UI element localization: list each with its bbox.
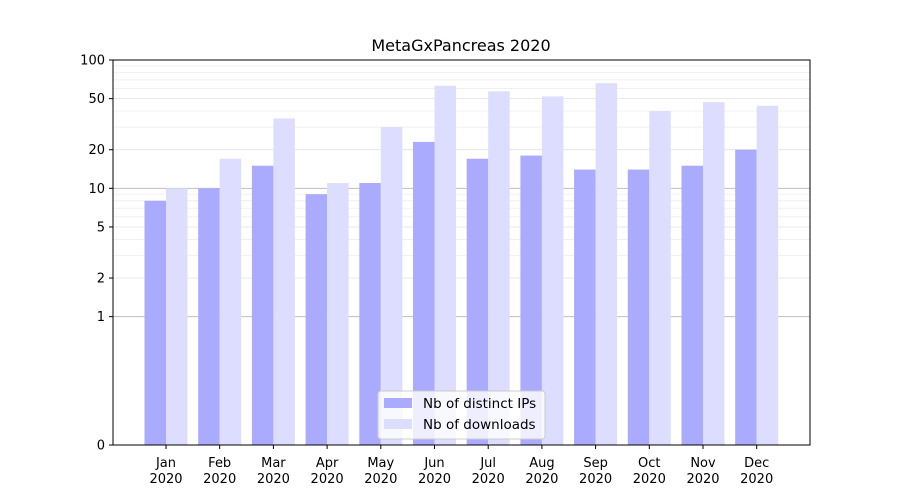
y-tick-label: 50 (88, 92, 105, 107)
x-tick-label-month: Jul (479, 456, 496, 471)
bar-downloads (703, 102, 725, 445)
bar-downloads (595, 83, 618, 445)
x-tick-label-month: Nov (690, 456, 716, 471)
x-tick-label-year: 2020 (579, 472, 612, 487)
x-tick-label-month: Sep (583, 456, 608, 471)
x-tick-label-year: 2020 (418, 472, 451, 487)
bar-distinct-ips (520, 155, 542, 445)
x-tick-label-month: May (367, 456, 394, 471)
bar-downloads (541, 96, 564, 446)
bar-downloads (488, 91, 510, 445)
x-tick-label-month: Feb (208, 456, 231, 471)
bar-downloads (649, 111, 671, 445)
bar-downloads (327, 183, 349, 445)
x-tick-label-year: 2020 (257, 472, 290, 487)
bar-distinct-ips (574, 169, 596, 445)
x-tick-label-month: Jun (423, 456, 444, 471)
y-axis: 0 1 2 5 10 20 50 100 (80, 54, 113, 454)
x-tick-label-year: 2020 (364, 472, 397, 487)
x-tick-label-year: 2020 (525, 472, 558, 487)
x-tick-label-year: 2020 (633, 472, 666, 487)
bar-distinct-ips (627, 169, 650, 445)
legend-swatch (384, 398, 412, 408)
bar-distinct-ips (251, 165, 274, 445)
bars (144, 83, 779, 446)
x-tick-label-year: 2020 (472, 472, 505, 487)
x-tick-label-month: Apr (316, 456, 339, 471)
x-tick-label-month: Mar (261, 456, 286, 471)
legend-swatch (384, 419, 412, 429)
bar-distinct-ips (144, 200, 166, 445)
bar-downloads (166, 188, 188, 446)
x-axis: Jan2020Feb2020Mar2020Apr2020May2020Jun20… (149, 445, 773, 487)
x-tick-label-year: 2020 (149, 472, 182, 487)
x-tick-label-month: Oct (638, 456, 660, 471)
bar-downloads (219, 158, 242, 446)
y-tick-label: 5 (97, 220, 105, 235)
y-tick-label: 2 (97, 272, 105, 287)
y-tick-label: 100 (80, 54, 105, 69)
x-tick-label-month: Jan (155, 456, 176, 471)
legend-label: Nb of distinct IPs (423, 396, 536, 412)
y-tick-label: 1 (97, 310, 105, 325)
bar-downloads (273, 118, 295, 446)
bar-downloads (434, 85, 456, 446)
x-tick-label-year: 2020 (311, 472, 344, 487)
plot-frame (112, 59, 811, 446)
y-tick-label: 0 (97, 439, 105, 454)
bar-distinct-ips (198, 188, 220, 446)
x-tick-label-year: 2020 (203, 472, 236, 487)
x-tick-label-month: Aug (529, 456, 554, 471)
legend-box (377, 390, 546, 440)
chart-title: MetaGxPancreas 2020 (371, 36, 550, 55)
x-tick-label-year: 2020 (686, 472, 719, 487)
x-tick-label-year: 2020 (740, 472, 773, 487)
legend: Nb of distinct IPs Nb of downloads (377, 390, 546, 440)
bar-distinct-ips (359, 183, 381, 445)
y-tick-label: 10 (88, 182, 105, 197)
legend-label: Nb of downloads (423, 417, 536, 433)
bar-distinct-ips (305, 194, 328, 445)
x-tick-label-month: Dec (744, 456, 769, 471)
bar-distinct-ips (466, 158, 489, 446)
bar-downloads (380, 127, 403, 445)
bar-distinct-ips (735, 149, 757, 445)
bar-downloads (756, 105, 779, 446)
y-tick-label: 20 (88, 143, 105, 158)
bar-distinct-ips (413, 141, 435, 445)
bar-distinct-ips (681, 165, 703, 445)
